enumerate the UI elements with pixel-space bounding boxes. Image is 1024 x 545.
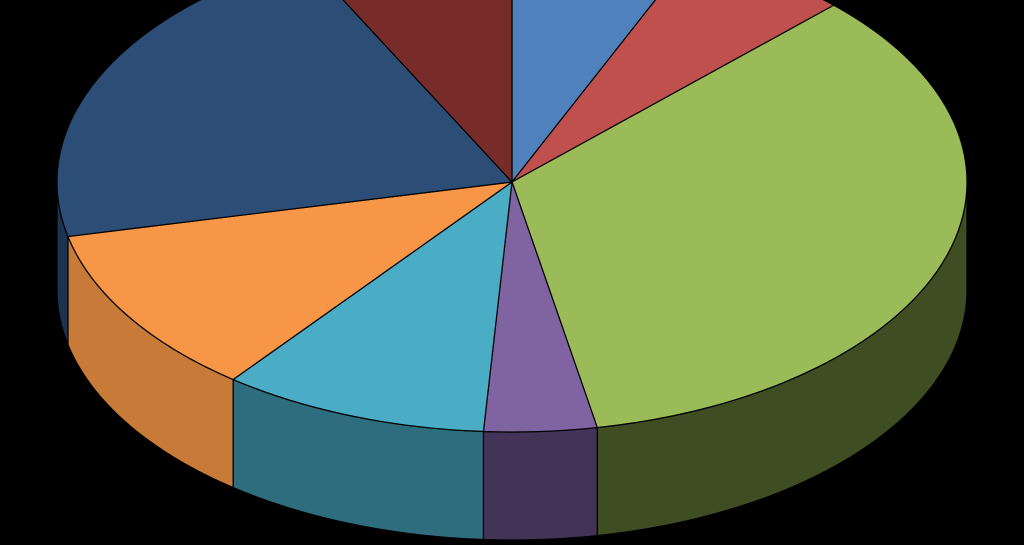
- pie-slice-5: [232, 181, 513, 433]
- pie-slice-7: [56, 0, 513, 238]
- pie-top-faces: [56, 0, 968, 433]
- pie-slice-6: [67, 181, 513, 381]
- pie-slice-2: [511, 0, 835, 183]
- pie-side-walls: [56, 181, 968, 541]
- pie-slice-3: [511, 4, 968, 429]
- pie-slice-8: [342, 0, 513, 183]
- pie-slice-side-4: [482, 426, 598, 541]
